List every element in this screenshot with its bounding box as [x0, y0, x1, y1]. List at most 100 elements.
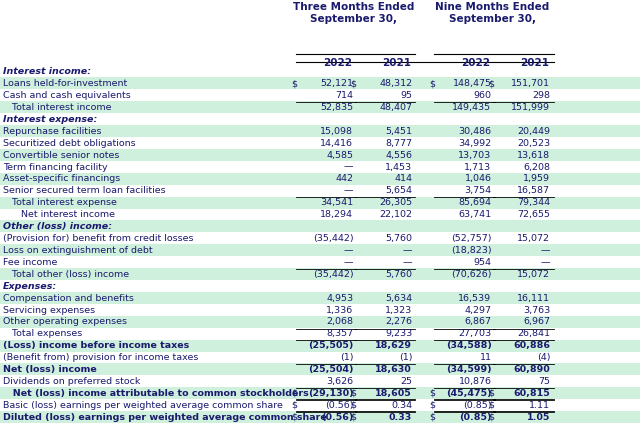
- Text: 72,655: 72,655: [517, 210, 550, 219]
- Text: 442: 442: [335, 175, 353, 184]
- Text: Loss on extinguishment of debt: Loss on extinguishment of debt: [3, 246, 153, 255]
- Text: Senior secured term loan facilities: Senior secured term loan facilities: [3, 187, 166, 195]
- Text: 149,435: 149,435: [452, 103, 492, 112]
- Text: $: $: [291, 413, 297, 422]
- Text: —: —: [541, 246, 550, 255]
- Text: 1,959: 1,959: [524, 175, 550, 184]
- Text: 5,760: 5,760: [385, 270, 412, 279]
- Text: (52,757): (52,757): [451, 234, 492, 243]
- Text: Basic (loss) earnings per weighted average common share: Basic (loss) earnings per weighted avera…: [3, 401, 283, 410]
- Text: 414: 414: [394, 175, 412, 184]
- Text: (Benefit from) provision for income taxes: (Benefit from) provision for income taxe…: [3, 353, 198, 362]
- Text: 10,876: 10,876: [458, 377, 492, 386]
- Text: 1.05: 1.05: [527, 413, 550, 422]
- Text: 13,618: 13,618: [517, 151, 550, 159]
- Text: Nine Months Ended
September 30,: Nine Months Ended September 30,: [435, 2, 549, 24]
- Text: 298: 298: [532, 91, 550, 100]
- Text: (35,442): (35,442): [313, 270, 353, 279]
- Text: $: $: [429, 79, 435, 88]
- Bar: [0, 399, 640, 411]
- Text: $: $: [350, 389, 356, 398]
- Bar: [0, 328, 640, 340]
- Text: (70,626): (70,626): [451, 270, 492, 279]
- Text: 26,305: 26,305: [379, 198, 412, 207]
- Text: Three Months Ended
September 30,: Three Months Ended September 30,: [293, 2, 415, 24]
- Bar: [0, 102, 640, 113]
- Text: Net interest income: Net interest income: [3, 210, 115, 219]
- Text: Total expenses: Total expenses: [3, 330, 83, 338]
- Text: —: —: [344, 258, 353, 267]
- Text: $: $: [350, 79, 356, 88]
- Text: 8,357: 8,357: [326, 330, 353, 338]
- Bar: [0, 292, 640, 304]
- Text: 27,703: 27,703: [458, 330, 492, 338]
- Text: Term financing facility: Term financing facility: [3, 162, 108, 172]
- Text: $: $: [291, 389, 297, 398]
- Text: 15,072: 15,072: [517, 270, 550, 279]
- Text: 85,694: 85,694: [458, 198, 492, 207]
- Text: (45,475): (45,475): [446, 389, 492, 398]
- Text: Loans held-for-investment: Loans held-for-investment: [3, 79, 127, 88]
- Text: Compensation and benefits: Compensation and benefits: [3, 294, 134, 302]
- Text: 16,111: 16,111: [517, 294, 550, 302]
- Bar: [0, 173, 640, 185]
- Bar: [0, 185, 640, 197]
- Text: 5,634: 5,634: [385, 294, 412, 302]
- Text: 954: 954: [474, 258, 492, 267]
- Text: Other operating expenses: Other operating expenses: [3, 318, 127, 327]
- Text: Asset-specific financings: Asset-specific financings: [3, 175, 120, 184]
- Text: 1.11: 1.11: [529, 401, 550, 410]
- Bar: [0, 268, 640, 280]
- Text: 52,835: 52,835: [320, 103, 353, 112]
- Text: 714: 714: [335, 91, 353, 100]
- Text: $: $: [429, 401, 435, 410]
- Text: (0.85): (0.85): [463, 401, 492, 410]
- Text: (0.85): (0.85): [459, 413, 492, 422]
- Text: 60,815: 60,815: [514, 389, 550, 398]
- Text: 2,068: 2,068: [326, 318, 353, 327]
- Text: 0.33: 0.33: [389, 413, 412, 422]
- Text: 4,953: 4,953: [326, 294, 353, 302]
- Text: 13,703: 13,703: [458, 151, 492, 159]
- Text: 63,741: 63,741: [458, 210, 492, 219]
- Text: $: $: [488, 413, 494, 422]
- Text: 0.34: 0.34: [391, 401, 412, 410]
- Text: (25,504): (25,504): [308, 365, 353, 374]
- Text: 1,713: 1,713: [465, 162, 492, 172]
- Bar: [0, 113, 640, 125]
- Text: 1,323: 1,323: [385, 305, 412, 315]
- Text: $: $: [350, 401, 356, 410]
- Text: (1): (1): [399, 353, 412, 362]
- Text: (4): (4): [537, 353, 550, 362]
- Text: 5,654: 5,654: [385, 187, 412, 195]
- Text: 52,121: 52,121: [320, 79, 353, 88]
- Text: 16,587: 16,587: [517, 187, 550, 195]
- Bar: [0, 66, 640, 77]
- Text: 18,605: 18,605: [376, 389, 412, 398]
- Text: 16,539: 16,539: [458, 294, 492, 302]
- Text: 18,629: 18,629: [375, 341, 412, 350]
- Text: 3,754: 3,754: [465, 187, 492, 195]
- Text: 79,344: 79,344: [517, 198, 550, 207]
- Text: 3,626: 3,626: [326, 377, 353, 386]
- Text: 20,449: 20,449: [517, 127, 550, 136]
- Text: 9,233: 9,233: [385, 330, 412, 338]
- Bar: [0, 375, 640, 387]
- Text: (34,588): (34,588): [445, 341, 492, 350]
- Text: $: $: [291, 79, 297, 88]
- Text: 75: 75: [538, 377, 550, 386]
- Text: 18,630: 18,630: [376, 365, 412, 374]
- Text: —: —: [344, 162, 353, 172]
- Text: 2022: 2022: [323, 58, 352, 68]
- Text: (18,823): (18,823): [451, 246, 492, 255]
- Bar: [0, 244, 640, 256]
- Text: (29,130): (29,130): [308, 389, 353, 398]
- Text: $: $: [488, 389, 494, 398]
- Text: (0.56): (0.56): [321, 413, 353, 422]
- Text: Cash and cash equivalents: Cash and cash equivalents: [3, 91, 131, 100]
- Bar: [0, 209, 640, 220]
- Text: Diluted (loss) earnings per weighted average common share: Diluted (loss) earnings per weighted ave…: [3, 413, 327, 422]
- Text: —: —: [344, 246, 353, 255]
- Bar: [0, 89, 640, 102]
- Text: 11: 11: [479, 353, 492, 362]
